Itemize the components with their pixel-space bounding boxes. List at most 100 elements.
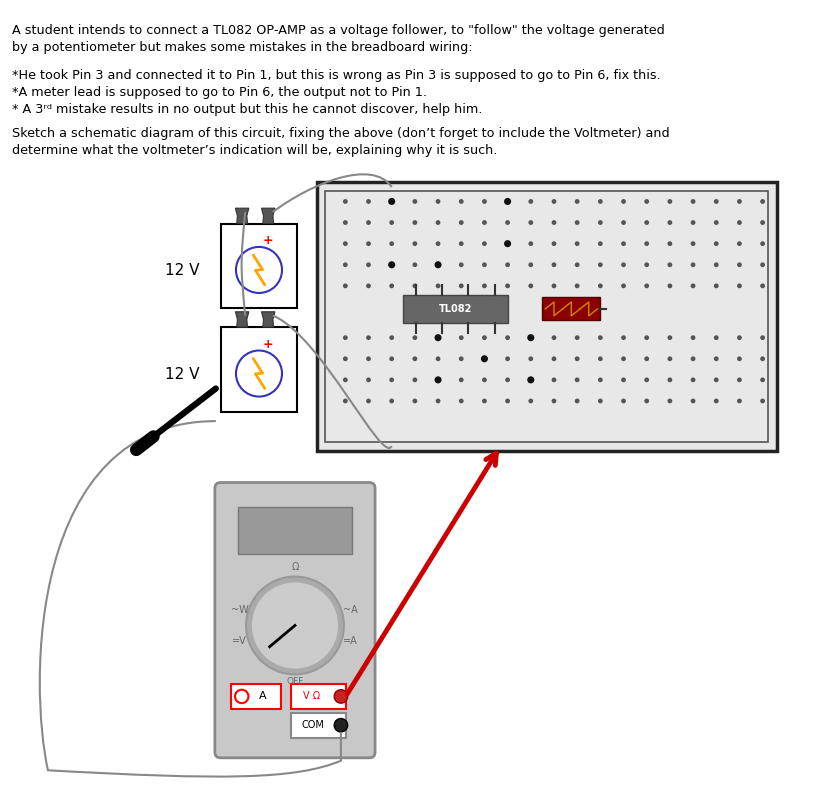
Circle shape [574,356,579,361]
Circle shape [389,377,394,382]
Circle shape [759,377,764,382]
Circle shape [435,284,440,288]
Polygon shape [261,312,274,327]
Circle shape [505,284,509,288]
Circle shape [667,263,672,268]
Circle shape [251,582,339,670]
Circle shape [527,220,532,225]
Circle shape [574,199,579,203]
Circle shape [551,220,555,225]
Circle shape [597,399,602,404]
Circle shape [527,284,532,288]
Circle shape [527,263,532,268]
Circle shape [620,356,625,361]
Circle shape [644,284,649,288]
Circle shape [713,356,717,361]
Circle shape [342,284,347,288]
Circle shape [434,334,441,341]
Circle shape [667,284,672,288]
Circle shape [342,336,347,340]
Circle shape [504,198,510,205]
Circle shape [713,220,717,225]
Circle shape [713,263,717,268]
Circle shape [620,284,625,288]
Circle shape [644,377,649,382]
Circle shape [551,241,555,246]
Circle shape [527,336,532,340]
Text: +: + [263,337,274,351]
Circle shape [597,284,602,288]
Circle shape [482,220,486,225]
Circle shape [667,399,672,404]
Circle shape [551,199,555,203]
Circle shape [759,356,764,361]
Circle shape [574,336,579,340]
Circle shape [235,690,248,703]
Circle shape [527,241,532,246]
Circle shape [482,399,486,404]
FancyBboxPatch shape [215,482,374,758]
Circle shape [574,263,579,268]
Circle shape [736,377,741,382]
Circle shape [574,377,579,382]
Circle shape [620,377,625,382]
Circle shape [365,377,370,382]
Circle shape [644,356,649,361]
Circle shape [365,199,370,203]
Circle shape [342,241,347,246]
Circle shape [334,690,347,703]
Circle shape [574,241,579,246]
Circle shape [551,399,555,404]
Circle shape [387,198,395,205]
FancyBboxPatch shape [403,295,507,324]
FancyBboxPatch shape [291,713,346,738]
Circle shape [713,377,717,382]
Circle shape [667,199,672,203]
Circle shape [412,241,417,246]
Circle shape [644,199,649,203]
Circle shape [527,334,534,341]
Circle shape [644,399,649,404]
Circle shape [387,261,395,268]
Circle shape [690,263,695,268]
Circle shape [759,241,764,246]
Circle shape [620,399,625,404]
Circle shape [459,263,463,268]
Text: A: A [259,691,266,702]
Circle shape [527,376,534,384]
Circle shape [690,284,695,288]
Text: A student intends to connect a TL082 OP-AMP as a voltage follower, to "follow" t: A student intends to connect a TL082 OP-… [11,24,663,54]
Circle shape [713,336,717,340]
Circle shape [365,241,370,246]
Circle shape [527,399,532,404]
Text: *He took Pin 3 and connected it to Pin 1, but this is wrong as Pin 3 is supposed: *He took Pin 3 and connected it to Pin 1… [11,69,659,116]
Circle shape [667,377,672,382]
FancyBboxPatch shape [238,508,351,553]
Circle shape [736,263,741,268]
Circle shape [482,199,486,203]
Circle shape [389,336,394,340]
Circle shape [644,220,649,225]
FancyBboxPatch shape [291,684,346,709]
Circle shape [342,263,347,268]
Circle shape [597,263,602,268]
Circle shape [644,263,649,268]
Circle shape [482,336,486,340]
Circle shape [505,263,509,268]
Circle shape [334,718,347,732]
Circle shape [412,336,417,340]
FancyBboxPatch shape [231,684,281,709]
Circle shape [505,220,509,225]
Circle shape [389,199,394,203]
Circle shape [342,399,347,404]
Text: ~A: ~A [342,605,357,615]
Circle shape [620,263,625,268]
Circle shape [667,220,672,225]
Circle shape [644,241,649,246]
Circle shape [236,351,282,396]
Circle shape [459,377,463,382]
Circle shape [365,284,370,288]
Circle shape [435,199,440,203]
Circle shape [459,284,463,288]
Circle shape [365,220,370,225]
